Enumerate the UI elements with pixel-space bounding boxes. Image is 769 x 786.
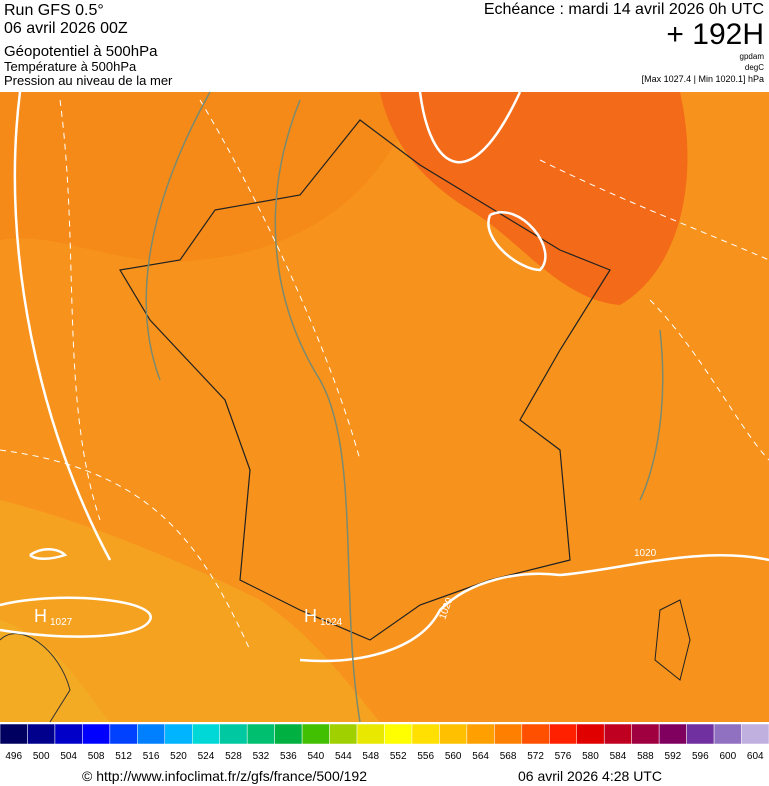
scale-label: 596: [692, 751, 709, 762]
pressure-label: 1027: [50, 617, 73, 628]
scale-swatch: [27, 723, 56, 745]
scale-label: 548: [362, 751, 379, 762]
temperature-area: [0, 500, 380, 722]
coastline: [0, 633, 71, 723]
scale-swatch: [384, 723, 413, 745]
scale-label: 496: [5, 751, 22, 762]
run-date: 06 avril 2026 00Z: [4, 20, 128, 37]
isobar: [29, 548, 68, 560]
scale-label: 528: [225, 751, 242, 762]
high-label: H: [34, 606, 47, 626]
temperature-area: [380, 92, 688, 305]
scale-swatch: [109, 723, 138, 745]
color-scale: 496 500 504 508 512 516 520 524 528 532 536 540 544 5…: [0, 723, 769, 762]
scale-label: 600: [719, 751, 736, 762]
run: Run GFS 0.5°: [4, 2, 104, 19]
generated-time: 06 avril 2026 4:28 UTC: [518, 768, 662, 784]
scale-swatch: [658, 723, 687, 745]
source-url[interactable]: © http://www.infoclimat.fr/z/gfs/france/…: [82, 768, 367, 784]
scale-label: 524: [198, 751, 215, 762]
scale-swatch: [741, 723, 769, 745]
map-area: H 1027 H 1024 1020 1020: [0, 91, 769, 723]
scale-label: 520: [170, 751, 187, 762]
scale-swatch: [356, 723, 385, 745]
scale-swatch: [466, 723, 495, 745]
scale-swatch: [274, 723, 303, 745]
scale-label: 604: [747, 751, 764, 762]
forecast: Echéance : mardi 14 avril 2026 0h UTC: [484, 1, 764, 18]
scale-label: 552: [390, 751, 407, 762]
temperature-isoline: [0, 99, 769, 651]
scale-swatch: [301, 723, 330, 745]
unit: gpdam: [740, 52, 765, 61]
scale-label: 560: [445, 751, 462, 762]
scale-label: 500: [33, 751, 50, 762]
scale-label: 568: [500, 751, 517, 762]
scale-label: 540: [307, 751, 324, 762]
scale-label: 564: [472, 751, 489, 762]
scale-label: 588: [637, 751, 654, 762]
scale-label: 536: [280, 751, 297, 762]
scale-label: 576: [555, 751, 572, 762]
geopotential-isoline: [145, 91, 664, 723]
scale-swatch: [521, 723, 550, 745]
pressure-range: [Max 1027.4 | Min 1020.1] hPa: [642, 74, 764, 84]
scale-swatch: [219, 723, 248, 745]
scale-swatch: [549, 723, 577, 745]
scale-label: 516: [143, 751, 160, 762]
scale-swatch: [411, 723, 440, 745]
scale-swatch: [603, 723, 632, 745]
scale-swatch: [246, 723, 275, 745]
scale-swatch: [631, 723, 660, 745]
scale-swatch: [713, 723, 742, 745]
field: Géopotentiel à 500hPa: [4, 43, 158, 60]
scale-label: 592: [665, 751, 682, 762]
scale-swatch: [0, 723, 28, 745]
isobar: [0, 91, 769, 663]
scale-label: 572: [527, 751, 544, 762]
scale-swatch: [686, 723, 715, 745]
scale-swatch: [439, 723, 468, 745]
scale-swatch: [192, 723, 220, 745]
temperature-area: [0, 92, 420, 262]
scale-label: 508: [88, 751, 105, 762]
scale-label: 544: [335, 751, 352, 762]
scale-swatch: [494, 723, 523, 745]
pressure-label: 1024: [320, 617, 343, 628]
high-label: H: [304, 606, 317, 626]
scale-swatch: [164, 723, 193, 745]
unit: degC: [745, 63, 764, 72]
field: Pression au niveau de la mer: [4, 73, 173, 88]
scale-label: 580: [582, 751, 599, 762]
scale-swatch: [329, 723, 358, 745]
scale-swatch: [576, 723, 605, 745]
temperature-area: [0, 620, 110, 722]
scale-label: 512: [115, 751, 132, 762]
field: Température à 500hPa: [4, 59, 137, 74]
corsica-outline: [654, 599, 691, 681]
scale-label: 584: [610, 751, 627, 762]
scale-swatch: [54, 723, 83, 745]
lead-time: + 192H: [666, 18, 764, 51]
scale-label: 532: [253, 751, 270, 762]
scale-label: 504: [60, 751, 77, 762]
scale-swatch: [137, 723, 166, 745]
scale-swatch: [82, 723, 111, 745]
scale-label: 556: [417, 751, 434, 762]
isobar-label: 1020: [634, 548, 657, 559]
